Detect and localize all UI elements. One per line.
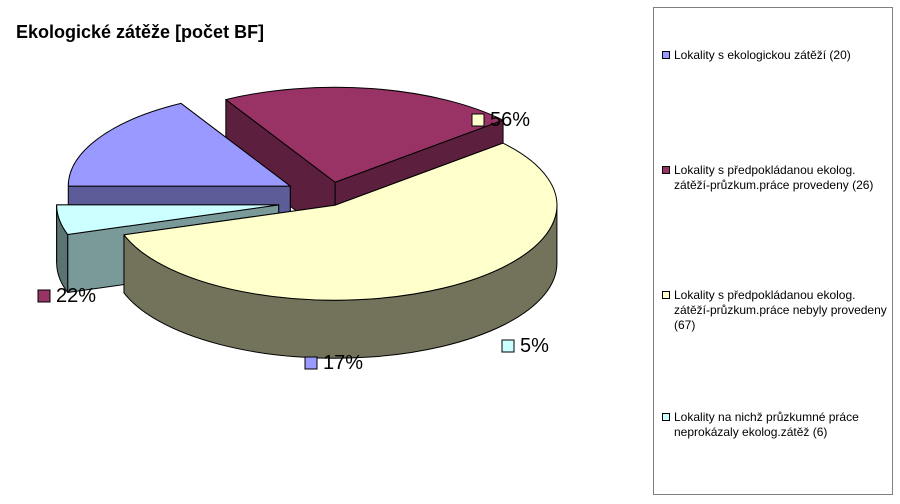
legend-swatch (662, 413, 670, 421)
data-label: 5% (520, 335, 549, 357)
legend-swatch (662, 166, 670, 174)
legend-item: Lokality s ekologickou zátěží (20) (662, 48, 888, 63)
legend-swatch (662, 51, 670, 59)
legend-label: Lokality s ekologickou zátěží (20) (674, 48, 851, 62)
pie-top-layer: 17% 22% 56% 5% (37, 109, 549, 374)
legend-label: Lokality na nichž průzkumné práce neprok… (674, 410, 859, 439)
legend-label: Lokality s předpokládanou ekolog. zátěží… (674, 163, 874, 192)
data-label: 56% (490, 109, 530, 131)
pie-slice-top (123, 142, 558, 301)
pie-chart: 17% 22% 56% 5% (37, 86, 558, 374)
legend-swatch (662, 291, 670, 299)
chart-title: Ekologické zátěže [počet BF] (16, 22, 265, 42)
legend-item: Lokality na nichž průzkumné práce neprok… (662, 410, 888, 440)
pie-slice-top (67, 102, 291, 187)
legend-item: Lokality s předpokládanou ekolog. zátěží… (662, 163, 888, 193)
pie-slice-3d (123, 142, 558, 359)
legend: Lokality s ekologickou zátěží (20) Lokal… (653, 7, 893, 495)
data-label-swatch (471, 113, 485, 127)
legend-label: Lokality s předpokládanou ekolog. zátěží… (674, 288, 887, 332)
data-label-swatch (37, 289, 51, 303)
pie-slice-top (225, 86, 504, 183)
data-label: 17% (323, 352, 363, 374)
legend-item: Lokality s předpokládanou ekolog. zátěží… (662, 288, 888, 333)
data-label: 22% (56, 285, 96, 307)
pie-slice-top (56, 204, 280, 236)
pie-depth-layer (56, 86, 558, 359)
data-label-swatch (501, 339, 515, 353)
data-label-swatch (304, 356, 318, 370)
